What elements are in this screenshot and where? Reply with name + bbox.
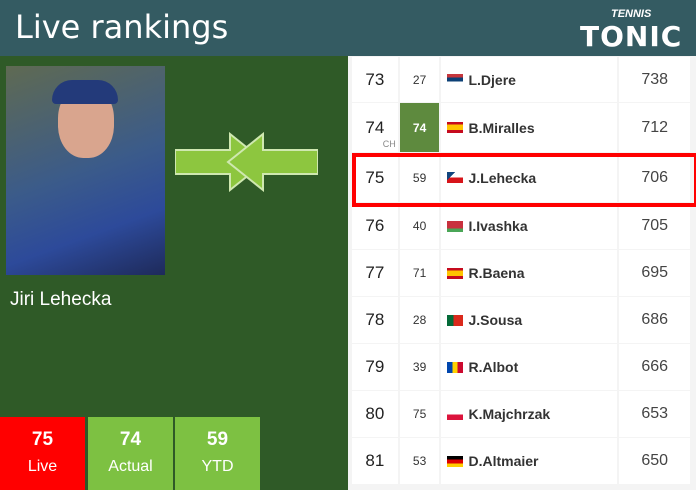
header: Live rankings TENNIS TONIC <box>0 0 696 56</box>
player-name[interactable]: J.Sousa <box>468 312 523 328</box>
player-name[interactable]: I.Ivashka <box>468 218 528 234</box>
table-row[interactable]: 73 27 L.Djere 738 <box>352 57 692 102</box>
player-cell[interactable]: K.Majchrzak <box>441 391 618 437</box>
player-cell[interactable]: J.Sousa <box>441 297 618 343</box>
points: 706 <box>619 153 690 202</box>
previous-rank: 59 <box>399 153 440 202</box>
points: 650 <box>619 438 690 484</box>
player-cell[interactable]: D.Altmaier <box>441 438 618 484</box>
player-name[interactable]: L.Djere <box>468 71 516 88</box>
previous-rank: 28 <box>399 297 440 343</box>
points: 705 <box>619 203 690 249</box>
live-rank: 77 <box>352 250 398 296</box>
points: 666 <box>619 344 690 390</box>
previous-rank: 39 <box>399 344 440 390</box>
belarus-flag-icon <box>447 220 464 232</box>
previous-rank: 27 <box>399 57 440 102</box>
table-row[interactable]: 74 CH 74 B.Miralles 712 <box>352 103 692 152</box>
live-rank: 81 <box>352 438 398 484</box>
selected-player-highlight <box>352 153 696 207</box>
previous-rank: 40 <box>399 203 440 249</box>
live-rank: 76 <box>352 203 398 249</box>
points: 712 <box>619 103 690 152</box>
live-rank: 74 CH <box>352 103 398 152</box>
portugal-flag-icon <box>447 314 464 326</box>
live-rank: 79 <box>352 344 398 390</box>
tennis-tonic-logo[interactable]: TENNIS TONIC <box>580 8 683 53</box>
ytd-rank-box: 59 YTD <box>175 417 260 490</box>
czechia-flag-icon <box>447 172 464 183</box>
points: 695 <box>619 250 690 296</box>
player-cell[interactable]: R.Albot <box>441 344 618 390</box>
challenger-note: CH <box>382 139 396 149</box>
player-cell[interactable]: R.Baena <box>441 250 618 296</box>
serbia-flag-icon <box>447 74 464 85</box>
page-title: Live rankings <box>15 8 229 46</box>
player-name[interactable]: K.Majchrzak <box>468 406 551 422</box>
swap-arrows-icon <box>175 132 318 192</box>
moldova-flag-icon <box>447 361 464 373</box>
previous-rank: 74 <box>399 103 440 152</box>
player-cell[interactable]: B.Miralles <box>441 103 618 152</box>
player-photo <box>6 66 165 275</box>
live-rank: 73 <box>352 57 398 102</box>
previous-rank: 53 <box>399 438 440 484</box>
player-cell[interactable]: L.Djere <box>441 57 618 102</box>
points: 653 <box>619 391 690 437</box>
live-rank: 78 <box>352 297 398 343</box>
player-cell[interactable]: J.Lehecka <box>441 153 618 202</box>
table-row[interactable]: 81 53 D.Altmaier 650 <box>352 438 692 484</box>
player-name: Jiri Lehecka <box>10 289 112 310</box>
points: 686 <box>619 297 690 343</box>
player-cell[interactable]: I.Ivashka <box>441 203 618 249</box>
points: 738 <box>619 57 690 102</box>
previous-rank: 71 <box>399 250 440 296</box>
live-rank: 75 <box>352 153 398 202</box>
player-name[interactable]: J.Lehecka <box>468 169 537 186</box>
poland-flag-icon <box>447 408 464 420</box>
live-rank: 80 <box>352 391 398 437</box>
table-row[interactable]: 79 39 R.Albot 666 <box>352 344 692 390</box>
spain-flag-icon <box>447 122 464 133</box>
player-name[interactable]: B.Miralles <box>468 119 535 136</box>
table-row[interactable]: 77 71 R.Baena 695 <box>352 250 692 296</box>
player-name[interactable]: R.Albot <box>468 359 519 375</box>
table-row[interactable]: 75 59 J.Lehecka 706 <box>352 153 692 202</box>
live-rank-box: 75 Live <box>0 417 85 490</box>
table-row[interactable]: 78 28 J.Sousa 686 <box>352 297 692 343</box>
germany-flag-icon <box>447 455 464 467</box>
previous-rank: 75 <box>399 391 440 437</box>
player-name[interactable]: R.Baena <box>468 265 525 281</box>
actual-rank-box: 74 Actual <box>88 417 173 490</box>
player-name[interactable]: D.Altmaier <box>468 453 539 469</box>
table-row[interactable]: 80 75 K.Majchrzak 653 <box>352 391 692 437</box>
spain-flag-icon <box>447 267 464 279</box>
table-row[interactable]: 76 40 I.Ivashka 705 <box>352 203 692 249</box>
